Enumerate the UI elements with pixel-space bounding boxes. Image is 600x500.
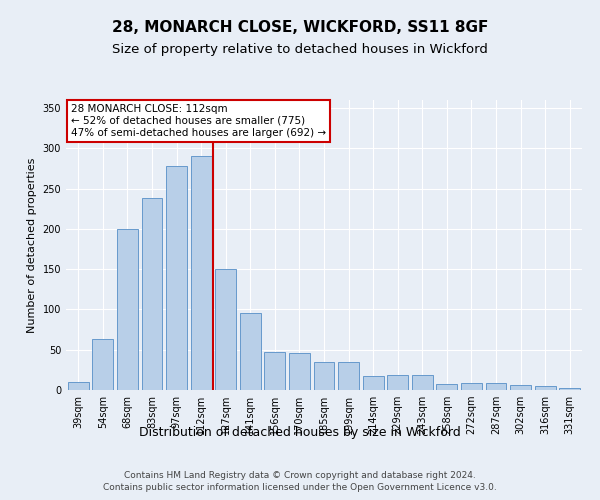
Text: Size of property relative to detached houses in Wickford: Size of property relative to detached ho… <box>112 42 488 56</box>
Bar <box>142 198 163 390</box>
Bar <box>559 388 580 390</box>
Bar <box>289 353 310 390</box>
Bar <box>436 384 457 390</box>
Bar <box>510 385 531 390</box>
Bar <box>387 374 408 390</box>
Bar <box>215 269 236 390</box>
Bar <box>191 156 212 390</box>
Bar <box>338 362 359 390</box>
Text: Distribution of detached houses by size in Wickford: Distribution of detached houses by size … <box>139 426 461 439</box>
Y-axis label: Number of detached properties: Number of detached properties <box>27 158 37 332</box>
Bar <box>362 376 383 390</box>
Bar <box>166 166 187 390</box>
Bar <box>535 386 556 390</box>
Text: Contains public sector information licensed under the Open Government Licence v3: Contains public sector information licen… <box>103 483 497 492</box>
Bar <box>240 312 261 390</box>
Text: Contains HM Land Registry data © Crown copyright and database right 2024.: Contains HM Land Registry data © Crown c… <box>124 470 476 480</box>
Text: 28, MONARCH CLOSE, WICKFORD, SS11 8GF: 28, MONARCH CLOSE, WICKFORD, SS11 8GF <box>112 20 488 35</box>
Bar <box>314 362 334 390</box>
Bar <box>68 382 89 390</box>
Bar <box>485 383 506 390</box>
Text: 28 MONARCH CLOSE: 112sqm
← 52% of detached houses are smaller (775)
47% of semi-: 28 MONARCH CLOSE: 112sqm ← 52% of detach… <box>71 104 326 138</box>
Bar <box>265 352 286 390</box>
Bar <box>92 339 113 390</box>
Bar <box>412 374 433 390</box>
Bar <box>461 383 482 390</box>
Bar <box>117 229 138 390</box>
